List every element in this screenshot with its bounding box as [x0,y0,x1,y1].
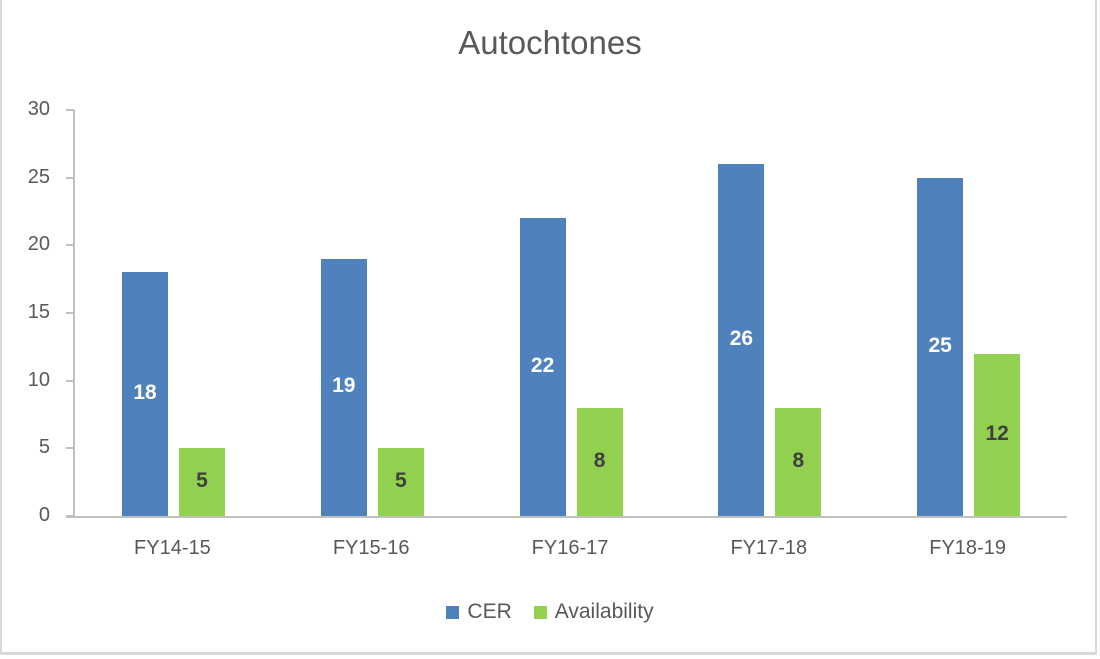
bar-availability-fy14-15: 5 [179,448,225,516]
legend-item-cer: CER [446,600,512,624]
y-tick-mark [66,379,74,382]
y-tick-label: 25 [27,165,50,188]
y-tick-label: 15 [27,301,50,323]
data-label: 26 [729,327,754,351]
y-tick-mark [66,176,74,179]
chart-title: Autochtones [458,24,642,61]
x-tick-label: FY17-18 [730,537,808,559]
legend-swatch-availability [533,605,547,619]
x-tick-label: FY15-16 [332,537,410,559]
x-tick-label: FY14-15 [134,537,211,559]
data-label: 5 [196,469,208,493]
y-tick-mark [66,244,74,247]
y-tick-label: 30 [27,98,50,120]
y-tick-label: 0 [38,504,50,526]
data-label: 19 [332,374,356,398]
bar-availability-fy17-18: 8 [775,407,822,516]
bar-cer-fy15-16: 19 [320,258,367,516]
y-axis-line [73,110,75,517]
legend-item-availability: Availability [533,600,654,624]
legend-label-availability: Availability [554,600,654,623]
legend-label-cer: CER [467,600,512,623]
bar-cer-fy16-17: 22 [519,218,566,516]
bar-availability-fy16-17: 8 [576,407,623,516]
data-label: 8 [593,448,606,472]
data-label: 25 [928,333,952,357]
x-axis-line [66,516,1067,518]
y-tick-mark [66,109,74,111]
y-tick-mark [66,447,74,450]
legend-swatch-cer [446,605,460,619]
y-tick-label: 20 [27,233,50,256]
bar-availability-fy15-16: 5 [377,448,424,516]
bar-cer-fy18-19: 25 [917,177,964,516]
bar-availability-fy18-19: 12 [974,353,1021,516]
y-tick-label: 5 [38,436,50,459]
y-tick-mark [66,312,74,314]
data-label: 5 [394,469,407,493]
data-label: 12 [985,421,1009,445]
legend: CER Availability [0,600,1100,624]
data-label: 18 [133,381,157,405]
bar-cer-fy17-18: 26 [718,164,765,516]
y-tick-label: 10 [27,368,50,391]
x-tick-label: FY18-19 [929,537,1006,559]
data-label: 22 [530,354,555,378]
x-tick-label: FY16-17 [531,537,609,559]
data-label: 8 [792,448,805,472]
bar-cer-fy14-15: 18 [122,272,168,516]
